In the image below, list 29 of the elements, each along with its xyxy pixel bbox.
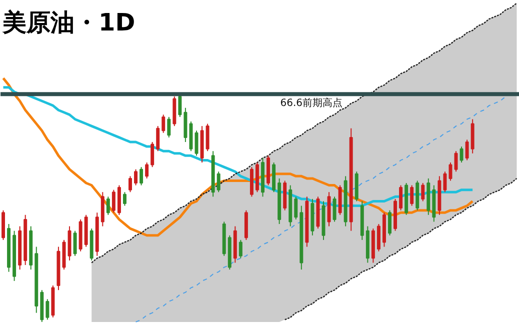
candlestick [156,126,160,152]
candlestick [421,182,425,202]
candlestick [376,224,380,252]
ref-line-label: 66.6前期高点 [280,97,342,110]
candlestick [216,171,220,193]
candlestick [46,298,50,320]
candlestick [448,162,452,182]
candlestick [73,230,77,256]
candlestick [443,171,447,193]
candlestick [162,114,166,134]
candlestick [206,123,210,152]
candlestick [122,192,126,206]
candlestick [399,184,403,211]
candlestick [460,146,464,163]
candlestick [294,196,298,220]
candlestick [106,196,110,216]
chart-title: 美原油・1D [2,8,136,36]
candlestick [465,139,469,161]
candlestick [145,162,149,179]
candlestick [332,196,336,222]
candlestick [410,184,414,206]
candlestick [388,210,392,236]
candlestick [128,176,132,193]
candlestick [140,166,144,186]
candlestick [238,239,242,259]
candlestick [112,189,116,214]
candlestick [167,116,171,138]
candlestick [150,142,154,168]
candlestick [134,168,138,186]
